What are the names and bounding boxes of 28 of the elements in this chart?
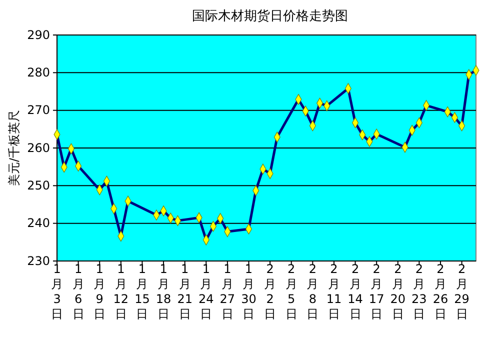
y-tick-label: 240 [27,216,50,230]
x-tick-label: 1月18日 [156,262,172,321]
x-tick-label: 2月23日 [412,262,427,321]
x-tick-label: 2月20日 [390,262,406,321]
y-tick-label: 260 [27,140,50,155]
x-tick-label: 2月29日 [454,262,470,321]
y-tick-label: 270 [27,103,50,118]
x-tick-label: 1月9日 [94,262,106,321]
chart-title: 国际木材期货日价格走势图 [192,9,348,24]
y-tick-label: 280 [27,66,50,80]
y-tick-label: 230 [27,254,50,268]
x-tick-label: 1月30日 [241,262,256,321]
x-tick-label: 2月8日 [306,262,319,321]
x-tick-label: 1月27日 [220,262,236,321]
x-tick-label: 2月14日 [348,262,363,321]
x-tick-label: 1月12日 [113,262,129,321]
y-tick-label: 250 [27,178,50,193]
x-tick-label: 1月24日 [198,262,214,321]
x-tick-label: 2月11日 [326,262,342,321]
x-tick-label: 1月21日 [177,262,192,321]
y-axis-title: 美元/千板英尺 [7,110,21,186]
x-tick-label: 2月2日 [264,262,276,321]
x-tick-label: 1月15日 [134,262,150,321]
x-tick-label: 1月6日 [72,262,84,321]
x-tick-label: 2月17日 [368,262,384,321]
x-tick-label: 1月3日 [51,262,63,321]
x-tick-label: 2月5日 [285,262,298,321]
y-tick-label: 290 [27,28,50,42]
